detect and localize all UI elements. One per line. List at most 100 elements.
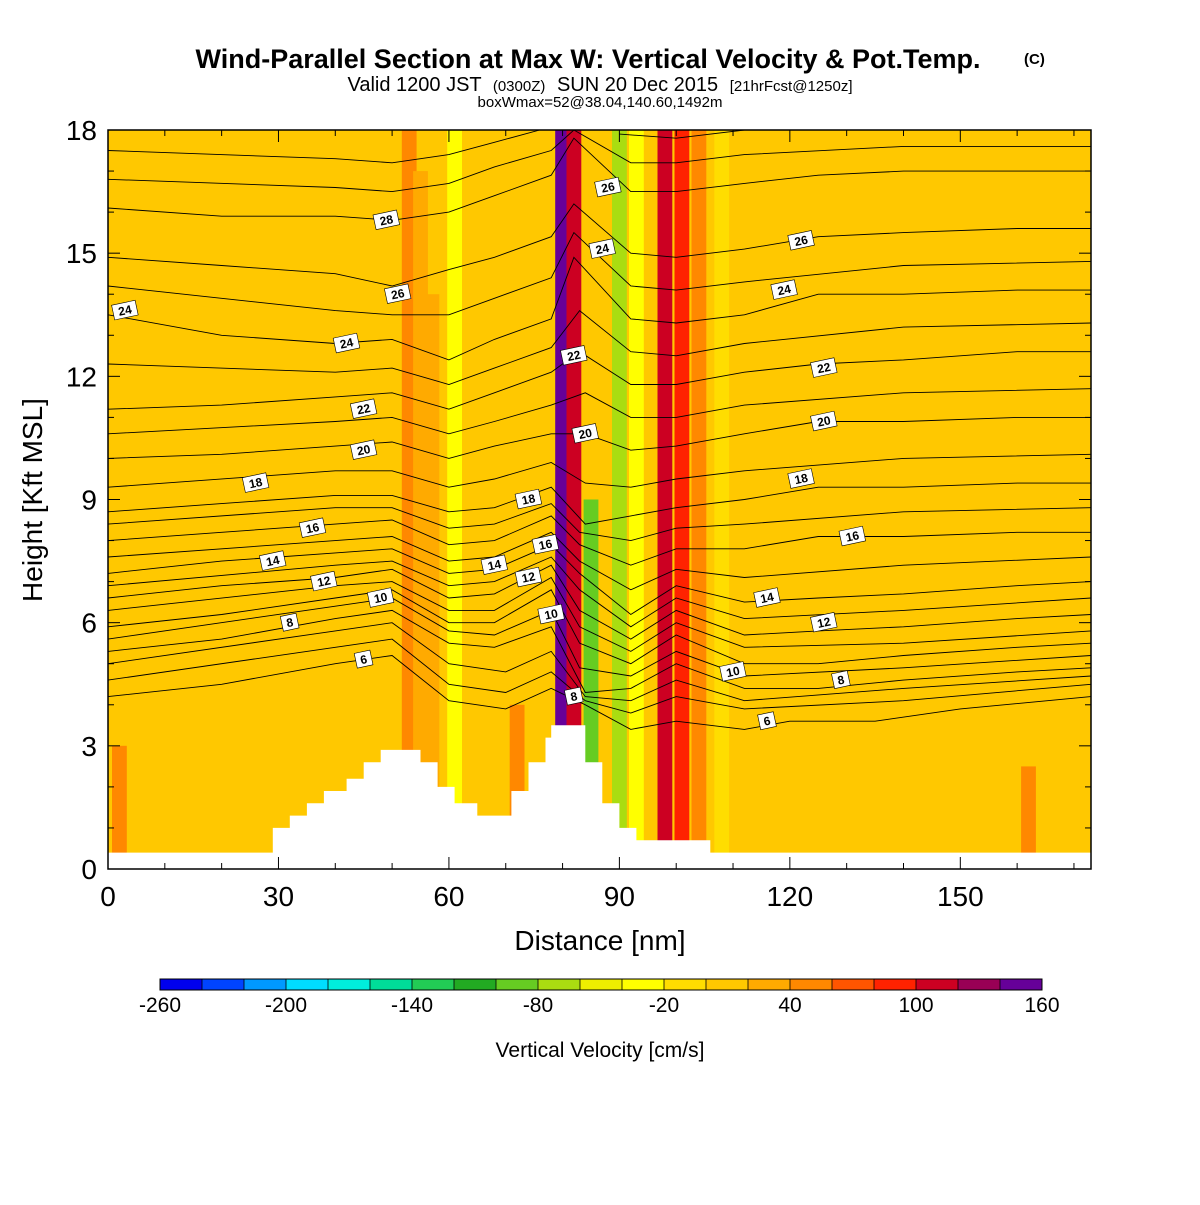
- contour-label: 8: [831, 670, 851, 689]
- colorbar-swatch: [874, 979, 917, 990]
- contour-label: 12: [514, 566, 543, 588]
- isentrope-line-28: [108, 137, 1091, 221]
- contour-label-text: 12: [816, 614, 832, 631]
- isentrope-line: [108, 453, 1091, 488]
- colorbar-tick-label: -140: [391, 994, 433, 1017]
- contour-label-box: [480, 554, 508, 575]
- contour-label-box: [372, 209, 400, 230]
- isentrope-line-12: [108, 564, 1091, 640]
- colorbar-tick-label: -80: [523, 994, 553, 1017]
- y-tick-label: 0: [81, 854, 97, 885]
- isentrope-line: [108, 622, 1091, 702]
- subtitle-date: SUN 20 Dec 2015: [557, 74, 718, 96]
- contour-label-box: [353, 649, 374, 669]
- contour-label-text: 24: [339, 335, 355, 352]
- contour-label-box: [241, 472, 270, 493]
- contour-label: 26: [787, 230, 815, 251]
- colorbar-swatch: [622, 979, 665, 990]
- w-band: [714, 130, 730, 869]
- contour-label: 16: [531, 534, 560, 555]
- isentrope-line-8: [108, 609, 1091, 693]
- colorbar-tick-label: 100: [898, 994, 933, 1017]
- contour-label-box: [787, 468, 815, 489]
- x-tick-label: 90: [604, 881, 635, 912]
- w-band: [657, 130, 673, 869]
- colorbar-swatch: [706, 979, 749, 990]
- contour-label-text: 24: [117, 302, 133, 319]
- contour-label-text: 18: [793, 471, 809, 488]
- contour-label: 10: [366, 587, 395, 608]
- contour-label-box: [111, 299, 139, 321]
- contour-label-box: [332, 332, 361, 354]
- x-tick-label: 0: [100, 881, 116, 912]
- w-band: [475, 130, 491, 869]
- contour-label-text: 18: [521, 491, 537, 508]
- x-tick-label: 30: [263, 881, 294, 912]
- isentrope-line-6: [108, 655, 1091, 730]
- contour-label-text: 12: [316, 573, 332, 590]
- contour-label-box: [310, 570, 338, 592]
- contour-label: 26: [384, 283, 412, 304]
- contour-label: 8: [279, 612, 300, 632]
- colorbar-swatch: [832, 979, 875, 990]
- contour-label-box: [560, 345, 588, 366]
- contour-label: 6: [353, 649, 374, 669]
- contour-label-box: [810, 357, 838, 378]
- w-band: [413, 171, 428, 869]
- w-band: [629, 130, 644, 869]
- colorbar-swatch: [664, 979, 707, 990]
- subtitle-utc: (0300Z): [493, 78, 546, 95]
- contour-label: 24: [770, 279, 798, 300]
- plot-area: 6 6 8 8 8 10 10 10 12 12 12 14 14 14 16 16 16 18 18 18 20 20 2…: [108, 130, 1091, 869]
- colorbar-frame: [159, 978, 1043, 991]
- contour-label: 16: [298, 517, 327, 538]
- isentrope-line: [108, 638, 1091, 714]
- contour-label-text: 20: [577, 425, 593, 442]
- pot-temp-contour-labels: 6 6 8 8 8 10 10 10 12 12 12 14 14 14 16 16 16 18 18 18 20 20 2…: [111, 176, 866, 731]
- colorbar-swatch: [412, 979, 455, 990]
- terrain: [108, 725, 1091, 869]
- contour-label-text: 8: [836, 672, 846, 687]
- contour-label: 8: [564, 686, 584, 706]
- isentrope-line-10: [108, 589, 1091, 665]
- subtitle-forecast: [21hrFcst@1250z]: [730, 78, 853, 95]
- contour-label: 14: [480, 554, 508, 575]
- contour-label-box: [384, 283, 412, 304]
- contour-label: 28: [372, 209, 400, 230]
- isentrope-line: [108, 130, 1091, 193]
- contour-label-text: 10: [543, 606, 559, 623]
- colorbar-swatch: [916, 979, 959, 990]
- colorbar-swatch: [580, 979, 623, 990]
- w-band: [112, 745, 127, 869]
- contour-label-text: 22: [356, 401, 372, 418]
- contour-label-box: [298, 517, 327, 538]
- contour-label: 24: [332, 332, 361, 354]
- colorbar-swatch: [286, 979, 329, 990]
- contour-label: 10: [719, 661, 747, 682]
- w-band: [447, 130, 462, 869]
- colorbar-swatch: [496, 979, 539, 990]
- isentrope-line: [108, 130, 540, 164]
- contour-label: 24: [111, 299, 139, 321]
- contour-label-text: 14: [265, 553, 281, 570]
- contour-label-box: [349, 398, 378, 419]
- contour-label-box: [588, 238, 616, 259]
- w-band: [612, 130, 627, 869]
- w-band: [146, 581, 161, 869]
- isentrope-line: [108, 576, 1091, 652]
- colorbar-swatch: [328, 979, 371, 990]
- contour-label: 12: [310, 570, 338, 592]
- chart-subtitle-box: boxWmax=52@38.04,140.60,1492m: [478, 94, 723, 111]
- contour-label-box: [594, 176, 622, 198]
- contour-label: 14: [259, 550, 287, 571]
- contour-label-box: [349, 439, 378, 460]
- chart-subtitle: Valid 1200 JST (0300Z) SUN 20 Dec 2015 […: [347, 74, 852, 96]
- contour-label-text: 26: [390, 286, 406, 303]
- contour-label: 24: [588, 238, 616, 259]
- isentrope-line: [108, 503, 1091, 542]
- isentrope-line-14: [108, 544, 1091, 616]
- colorbar-swatch: [202, 979, 245, 990]
- contour-label-box: [810, 410, 838, 432]
